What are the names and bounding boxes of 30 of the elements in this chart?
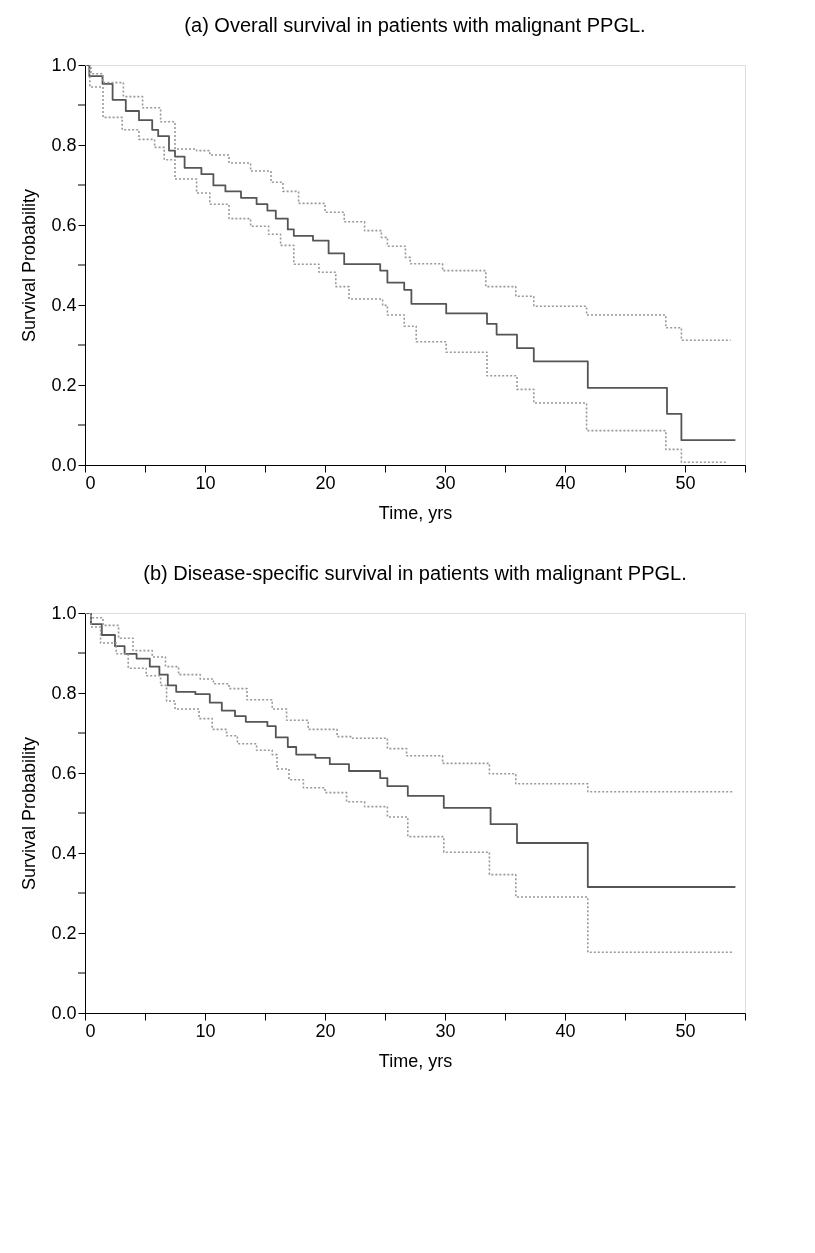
- x-tick-label: 30: [435, 1020, 456, 1041]
- x-axis-title: Time, yrs: [378, 502, 453, 523]
- x-tick-label: 0: [85, 472, 96, 493]
- x-axis-title: Time, yrs: [378, 1050, 453, 1071]
- y-tick-label: 0.4: [51, 294, 77, 315]
- x-tick-label: 20: [315, 1020, 336, 1041]
- x-tick-label: 20: [315, 472, 336, 493]
- x-tick-label: 40: [555, 1020, 576, 1041]
- y-tick-label: 0.0: [51, 454, 77, 475]
- chart-title: (b) Disease-specific survival in patients with malignant PPGL.: [143, 562, 687, 584]
- y-axis-title: Survival Probability: [19, 188, 40, 343]
- x-tick-label: 10: [195, 1020, 216, 1041]
- y-tick-label: 0.6: [51, 214, 77, 235]
- y-tick-label: 0.8: [51, 134, 77, 155]
- x-tick-label: 10: [195, 472, 216, 493]
- y-tick-label: 1.0: [51, 602, 77, 623]
- y-tick-label: 0.0: [51, 1002, 77, 1023]
- chart-title: (a) Overall survival in patients with malignant PPGL.: [184, 14, 646, 36]
- x-tick-label: 30: [435, 472, 456, 493]
- y-axis-title: Survival Probability: [19, 736, 40, 891]
- y-tick-label: 0.2: [51, 374, 77, 395]
- y-tick-label: 0.6: [51, 762, 77, 783]
- x-tick-label: 40: [555, 472, 576, 493]
- y-tick-label: 0.8: [51, 682, 77, 703]
- y-tick-label: 0.2: [51, 922, 77, 943]
- x-tick-label: 50: [675, 1020, 696, 1041]
- y-tick-label: 0.4: [51, 842, 77, 863]
- x-tick-label: 0: [85, 1020, 96, 1041]
- y-tick-label: 1.0: [51, 54, 77, 75]
- x-tick-label: 50: [675, 472, 696, 493]
